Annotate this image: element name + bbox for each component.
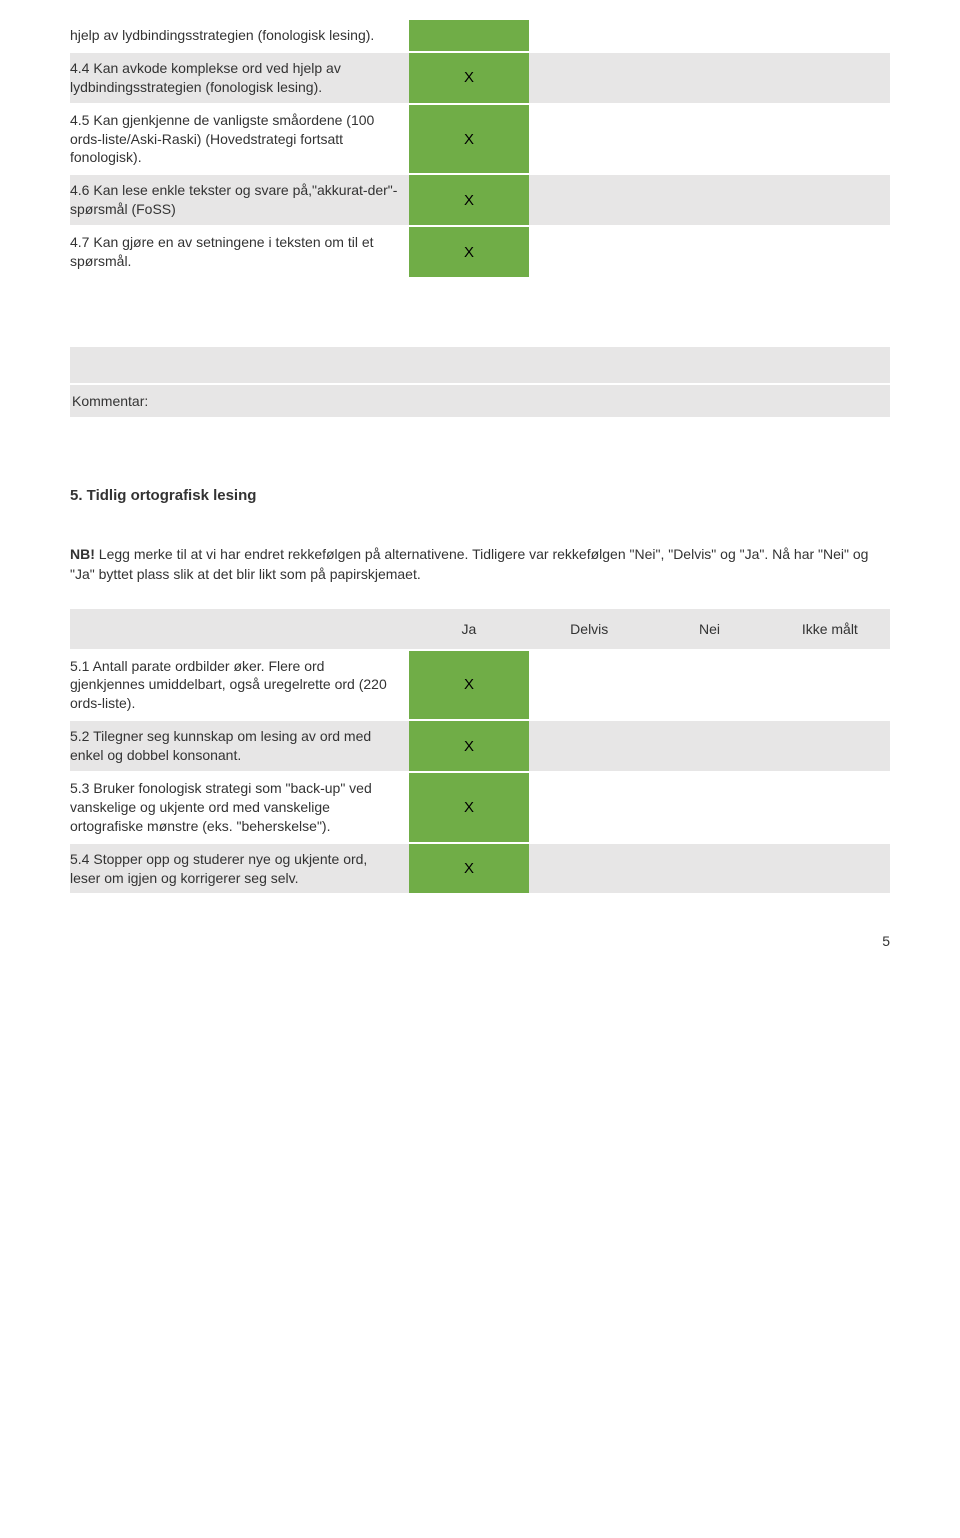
table-row: hjelp av lydbindingsstrategien (fonologi… [70, 20, 890, 51]
comment-top-left [70, 347, 208, 383]
col-nei [649, 844, 769, 894]
col-ikke [770, 773, 890, 842]
col-ja: X [409, 53, 529, 103]
col-ja: X [409, 105, 529, 174]
row-desc: 5.3 Bruker fonologisk strategi som "back… [70, 773, 409, 842]
row-desc: 4.5 Kan gjenkjenne de vanligste småorden… [70, 105, 409, 174]
hdr-nei: Nei [649, 609, 769, 649]
nb-body: Legg merke til at vi har endret rekkeføl… [70, 546, 868, 582]
table-row: 4.7 Kan gjøre en av setningene i teksten… [70, 227, 890, 277]
hdr-ja: Ja [409, 609, 529, 649]
table-section4: hjelp av lydbindingsstrategien (fonologi… [70, 20, 890, 277]
col-delvis [529, 721, 649, 771]
row-desc: 5.1 Antall parate ordbilder øker. Flere … [70, 651, 409, 720]
col-ikke [770, 721, 890, 771]
hdr-delvis: Delvis [529, 609, 649, 649]
row-desc: 5.2 Tilegner seg kunnskap om lesing av o… [70, 721, 409, 771]
table-row: 4.5 Kan gjenkjenne de vanligste småorden… [70, 105, 890, 174]
col-ikke [770, 227, 890, 277]
table-row: 5.4 Stopper opp og studerer nye og ukjen… [70, 844, 890, 894]
col-ikke [770, 175, 890, 225]
hdr-empty [70, 609, 409, 649]
row-desc: 5.4 Stopper opp og studerer nye og ukjen… [70, 844, 409, 894]
col-nei [649, 20, 769, 51]
col-ikke [770, 20, 890, 51]
col-nei [649, 105, 769, 174]
comment-box: Kommentar: [70, 347, 890, 417]
col-ja: X [409, 227, 529, 277]
col-delvis [529, 651, 649, 720]
table-row: 5.3 Bruker fonologisk strategi som "back… [70, 773, 890, 842]
col-ja [409, 20, 529, 51]
page-number: 5 [70, 933, 890, 949]
col-nei [649, 721, 769, 771]
row-desc: 4.6 Kan lese enkle tekster og svare på,"… [70, 175, 409, 225]
col-ikke [770, 844, 890, 894]
section5-heading: 5. Tidlig ortografisk lesing [70, 487, 890, 504]
col-ja: X [409, 844, 529, 894]
col-delvis [529, 844, 649, 894]
table-row: 4.4 Kan avkode komplekse ord ved hjelp a… [70, 53, 890, 103]
col-ja: X [409, 773, 529, 842]
nb-bold: NB! [70, 546, 95, 562]
col-ja: X [409, 175, 529, 225]
row-desc: 4.7 Kan gjøre en av setningene i teksten… [70, 227, 409, 277]
table-section5: Ja Delvis Nei Ikke målt 5.1 Antall parat… [70, 609, 890, 894]
col-ja: X [409, 721, 529, 771]
col-nei [649, 651, 769, 720]
col-delvis [529, 227, 649, 277]
col-ikke [770, 651, 890, 720]
hdr-ikke-malt: Ikke målt [770, 609, 890, 649]
col-nei [649, 227, 769, 277]
col-nei [649, 773, 769, 842]
table-row: 5.1 Antall parate ordbilder øker. Flere … [70, 651, 890, 720]
col-delvis [529, 20, 649, 51]
col-ikke [770, 105, 890, 174]
col-ikke [770, 53, 890, 103]
col-delvis [529, 105, 649, 174]
col-delvis [529, 175, 649, 225]
table-row: 5.2 Tilegner seg kunnskap om lesing av o… [70, 721, 890, 771]
col-ja: X [409, 651, 529, 720]
row-desc: hjelp av lydbindingsstrategien (fonologi… [70, 20, 409, 51]
nb-paragraph: NB! Legg merke til at vi har endret rekk… [70, 544, 890, 585]
col-nei [649, 175, 769, 225]
comment-label: Kommentar: [70, 385, 890, 417]
comment-top-right [208, 347, 890, 383]
col-nei [649, 53, 769, 103]
row-desc: 4.4 Kan avkode komplekse ord ved hjelp a… [70, 53, 409, 103]
table-header-row: Ja Delvis Nei Ikke målt [70, 609, 890, 649]
col-delvis [529, 53, 649, 103]
col-delvis [529, 773, 649, 842]
table-row: 4.6 Kan lese enkle tekster og svare på,"… [70, 175, 890, 225]
